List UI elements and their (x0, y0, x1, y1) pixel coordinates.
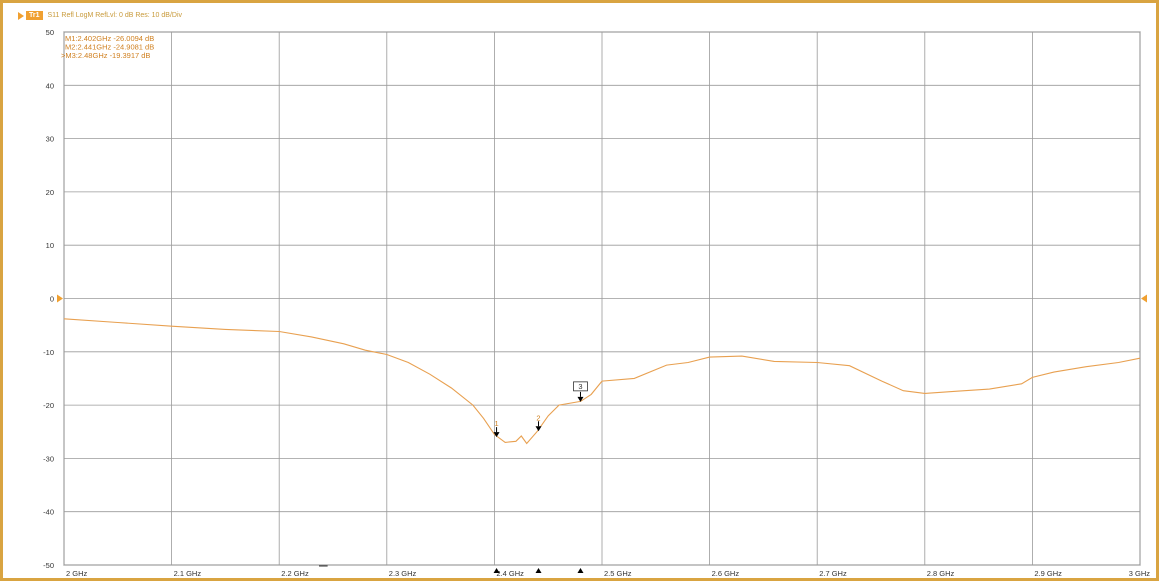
y-tick-label: 0 (50, 295, 54, 304)
y-tick-label: -10 (43, 348, 54, 357)
marker-axis-indicator-icon (493, 568, 500, 573)
y-tick-label: -40 (43, 508, 54, 517)
marker-label: 2 (536, 413, 540, 422)
grid (63, 31, 1141, 566)
y-tick-label: -30 (43, 454, 54, 463)
y-tick-label: 30 (46, 135, 54, 144)
x-tick-label: 2.9 GHz (1034, 569, 1062, 578)
x-tick-label: 2.3 GHz (389, 569, 417, 578)
marker-triangle-icon (577, 396, 584, 402)
trace-line (63, 318, 1141, 445)
y-tick-label: -20 (43, 401, 54, 410)
y-tick-label: -50 (43, 561, 54, 570)
marker-label-box (573, 381, 588, 392)
marker-label: 1 (494, 419, 498, 428)
marker-layer: 1 2 3 (493, 381, 588, 573)
marker-readout: >M3:2.48GHz -19.3917 dB (61, 51, 150, 60)
marker-label: 3 (578, 382, 582, 391)
reference-level-right-arrow-icon (1141, 294, 1147, 303)
reference-level-left-arrow-icon (57, 294, 63, 303)
x-tick-label: 2.8 GHz (927, 569, 955, 578)
trace-indicator-arrow-icon (18, 11, 24, 20)
x-tick-label: 2.7 GHz (819, 569, 847, 578)
x-tick-label: 2.5 GHz (604, 569, 632, 578)
x-tick-label: 2 GHz (66, 569, 88, 578)
marker-axis-indicator-icon (535, 568, 542, 573)
y-tick-label: 40 (46, 81, 54, 90)
marker-readout: M2:2.441GHz -24.9081 dB (65, 43, 154, 52)
trace-badge[interactable]: Tr1 (26, 10, 43, 20)
y-tick-label: 20 (46, 188, 54, 197)
x-tick-label: 2.2 GHz (281, 569, 309, 578)
marker-axis-indicator-icon (577, 568, 584, 573)
trace-layer (63, 318, 1141, 445)
marker-triangle-icon (493, 432, 500, 438)
trace-info: S11 Refl LogM RefLvl: 0 dB Res: 10 dB/Di… (47, 11, 183, 19)
marker-triangle-icon (535, 426, 542, 432)
marker-readout: M1:2.402GHz -26.0094 dB (65, 34, 154, 43)
x-tick-label: 2.4 GHz (496, 569, 524, 578)
x-tick-label: 2.6 GHz (712, 569, 740, 578)
x-tick-label: 3 GHz (1129, 569, 1151, 578)
y-tick-label: 10 (46, 241, 54, 250)
axes: 2 GHz 2.1 GHz 2.2 GHz 2.3 GHz 2.4 GHz 2.5 GHz… (43, 28, 1150, 578)
x-tick-label: 2.1 GHz (174, 569, 202, 578)
trace-header: Tr1 S11 Refl LogM RefLvl: 0 dB Res: 10 d… (18, 9, 182, 21)
y-tick-label: 50 (46, 28, 54, 37)
